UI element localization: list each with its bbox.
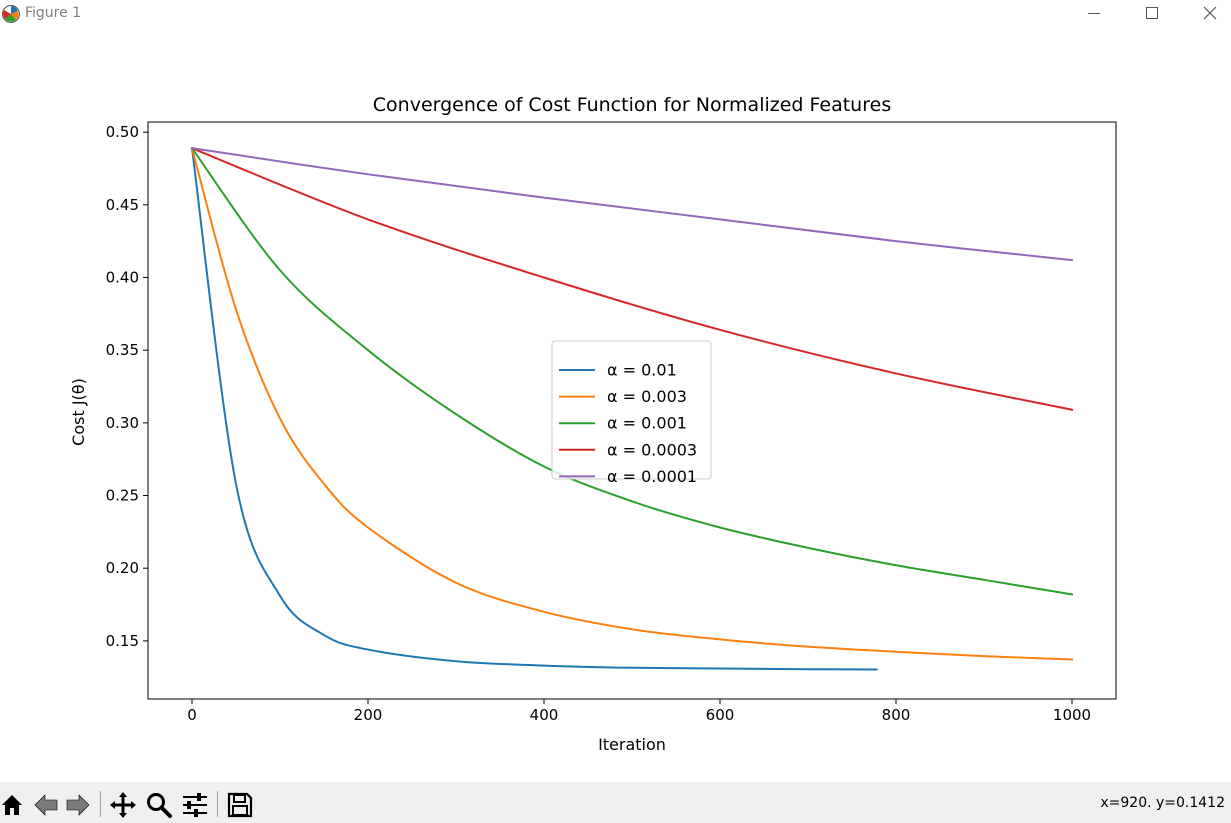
matplotlib-icon [2, 5, 20, 23]
x-tick-label: 0 [187, 706, 197, 724]
zoom-icon[interactable] [145, 791, 173, 819]
chart: 0 200 400 600 800 1000 0.150.200.250.300.350.… [69, 94, 1117, 754]
legend: α = 0.01 α = 0.003 α = 0.001 α = 0.0003 α = … [551, 340, 712, 486]
y-tick-label: 0.20 [106, 559, 139, 577]
legend-label: α = 0.01 [607, 361, 677, 380]
x-axis-label: Iteration [598, 735, 666, 754]
axes-frame [147, 121, 1117, 700]
x-tick-label: 1000 [1053, 706, 1091, 724]
y-tick-label: 0.40 [106, 269, 139, 287]
home-icon[interactable] [0, 791, 28, 819]
forward-icon[interactable] [64, 791, 92, 819]
cursor-coordinates: x=920. y=0.1412 [1100, 795, 1225, 811]
figure-canvas[interactable]: 0 200 400 600 800 1000 0.15 0.20 0.25 0.30 0.35 0.… [0, 28, 1231, 782]
y-tick-label: 0.15 [106, 632, 139, 650]
series-line-3 [190, 146, 1074, 411]
legend-label: α = 0.001 [607, 414, 687, 433]
window-title: Figure 1 [25, 5, 82, 21]
series-line-2 [190, 146, 1074, 596]
x-tick-label: 800 [882, 706, 911, 724]
navigation-toolbar: x=920. y=0.1412 [0, 782, 1231, 823]
y-tick-label: 0.30 [106, 414, 139, 432]
y-axis-label: Cost J(θ) [69, 378, 88, 446]
y-axis: 0.15 0.20 0.25 0.30 0.35 0.40 0.45 0.50 [106, 123, 148, 650]
legend-label: α = 0.0001 [607, 467, 697, 486]
minimize-button[interactable] [1071, 0, 1117, 28]
y-tick-label: 0.35 [106, 341, 139, 359]
x-axis: 0 200 400 600 800 1000 [187, 699, 1091, 724]
legend-label: α = 0.003 [607, 387, 687, 406]
y-tick-label: 0.45 [106, 196, 139, 214]
chart-title: Convergence of Cost Function for Normali… [373, 94, 891, 116]
close-button[interactable] [1186, 0, 1231, 28]
window-titlebar: Figure 1 [0, 0, 1231, 28]
configure-subplots-icon[interactable] [181, 791, 209, 819]
close-icon [1203, 6, 1217, 20]
x-tick-label: 400 [530, 706, 559, 724]
legend-box [551, 340, 712, 480]
pan-icon[interactable] [109, 791, 137, 819]
y-tick-label: 0.25 [106, 487, 139, 505]
toolbar-separator [217, 791, 218, 817]
x-tick-label: 200 [354, 706, 383, 724]
series-line-4 [190, 147, 1074, 262]
x-tick-label: 600 [706, 706, 735, 724]
series-layer [190, 146, 1074, 671]
minimize-icon [1088, 13, 1100, 14]
legend-label: α = 0.0003 [607, 440, 697, 459]
save-icon[interactable] [226, 791, 254, 819]
y-tick-label: 0.50 [106, 123, 139, 141]
toolbar-separator [100, 791, 101, 817]
maximize-icon [1146, 7, 1158, 19]
maximize-button[interactable] [1129, 0, 1175, 28]
series-line-0 [190, 147, 878, 671]
back-icon[interactable] [32, 791, 60, 819]
series-line-1 [190, 146, 1074, 661]
